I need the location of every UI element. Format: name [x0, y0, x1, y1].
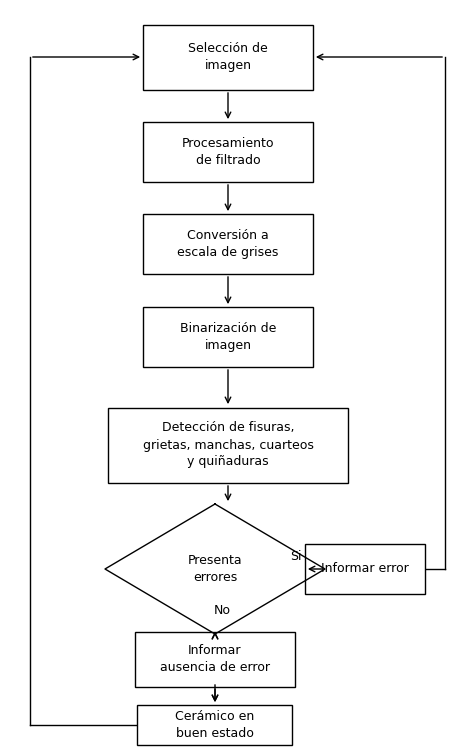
Bar	[108, 408, 347, 483]
Text: Conversión a
escala de grises: Conversión a escala de grises	[177, 229, 278, 259]
Bar	[143, 307, 312, 367]
Text: No: No	[213, 604, 230, 616]
Bar	[137, 705, 292, 745]
Bar	[304, 544, 424, 594]
Bar	[143, 25, 312, 90]
Text: Cerámico en
buen estado: Cerámico en buen estado	[175, 710, 254, 740]
Text: Si: Si	[290, 550, 301, 562]
Text: Informar error: Informar error	[320, 562, 408, 575]
Text: Informar
ausencia de error: Informar ausencia de error	[160, 644, 269, 674]
Bar	[143, 214, 312, 274]
Bar	[143, 122, 312, 182]
Text: Selección de
imagen: Selección de imagen	[188, 42, 267, 72]
Bar	[135, 631, 294, 686]
Text: Presenta
errores: Presenta errores	[187, 554, 242, 584]
Text: Binarización de
imagen: Binarización de imagen	[179, 322, 276, 352]
Text: Detección de fisuras,
grietas, manchas, cuarteos
y quiñaduras: Detección de fisuras, grietas, manchas, …	[142, 421, 313, 468]
Text: Procesamiento
de filtrado: Procesamiento de filtrado	[182, 137, 273, 167]
